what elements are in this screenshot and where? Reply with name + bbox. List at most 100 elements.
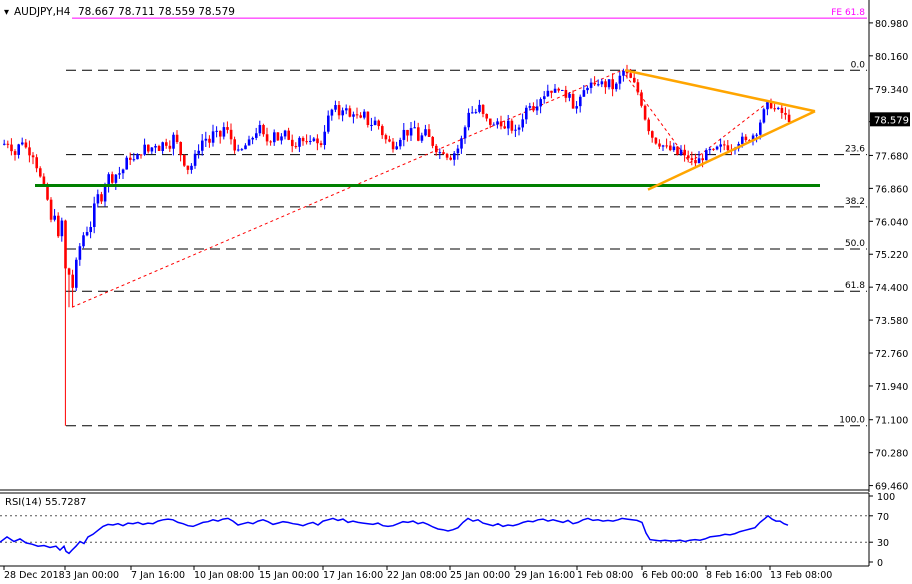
price-tick-label: 76.860	[875, 184, 908, 195]
candle-body	[197, 150, 200, 154]
price-tick-label: 72.760	[875, 349, 908, 360]
candle-body	[579, 96, 582, 107]
candle-body	[561, 89, 564, 91]
candle-body	[402, 129, 406, 140]
candle-body	[363, 111, 366, 118]
price-tick-label: 79.340	[875, 85, 908, 96]
candle-body	[193, 153, 197, 166]
candle-body	[618, 75, 622, 84]
symbol-dropdown-icon[interactable]: ▾	[4, 7, 9, 18]
candle-body	[24, 142, 28, 148]
candle-body	[780, 107, 784, 113]
rsi-tick-label: 0	[877, 558, 883, 569]
candle-body	[190, 165, 193, 170]
candle-body	[543, 96, 546, 100]
candle-body	[370, 124, 373, 126]
candle-body	[759, 122, 762, 135]
candle-body	[341, 110, 344, 116]
candle-body	[222, 127, 226, 137]
candle-body	[35, 157, 38, 169]
candle-body	[305, 141, 308, 143]
candle-body	[139, 154, 143, 156]
candle-body	[748, 140, 751, 142]
candle-body	[334, 105, 337, 110]
candle-body	[330, 109, 334, 116]
candle-body	[449, 157, 452, 160]
candle-body	[701, 158, 704, 161]
candle-body	[384, 135, 388, 140]
candle-body	[636, 82, 640, 93]
candle-body	[690, 158, 694, 161]
candle-body	[687, 155, 690, 159]
rsi-label: RSI(14) 55.7287	[5, 497, 86, 508]
candle-body	[647, 119, 650, 132]
time-tick-label: 22 Jan 08:00	[387, 570, 447, 581]
candle-body	[777, 107, 780, 109]
price-tick-label: 73.580	[875, 316, 908, 327]
candle-body	[553, 88, 557, 93]
candle-body	[237, 149, 240, 151]
fib-level-label: 0.0	[851, 60, 866, 70]
candle-body	[71, 274, 74, 288]
candle-body	[21, 142, 24, 145]
candle-body	[269, 141, 272, 143]
fib-level-label: 23.6	[845, 145, 865, 155]
candle-body	[89, 226, 92, 233]
triangle-lower-line[interactable]	[647, 110, 816, 191]
candle-body	[103, 185, 107, 202]
time-tick-label: 13 Feb 08:00	[770, 570, 832, 581]
rsi-pane: 100 70 30 0	[0, 492, 895, 569]
candle-body	[345, 108, 348, 111]
candle-body	[327, 115, 330, 132]
candle-body	[413, 127, 416, 129]
price-tick-label: 74.400	[875, 283, 908, 294]
candle-body	[64, 220, 67, 269]
candle-body	[219, 130, 222, 137]
candle-body	[625, 70, 629, 74]
candle-body	[179, 141, 182, 156]
candle-body	[366, 111, 370, 125]
candle-body	[564, 89, 568, 98]
candle-body	[607, 79, 611, 88]
candle-body	[769, 101, 773, 109]
candle-body	[258, 125, 262, 134]
rsi-tick-label: 100	[877, 492, 895, 503]
fe-trend-line[interactable]	[621, 69, 691, 163]
candle-body	[312, 138, 316, 141]
candle-body	[233, 139, 236, 151]
fib-trend-line[interactable]	[71, 69, 623, 308]
price-tick-label: 71.100	[875, 416, 908, 427]
candle-body	[597, 84, 600, 86]
time-tick-label: 7 Jan 16:00	[131, 570, 185, 581]
fe-trend-line-2[interactable]	[689, 102, 769, 164]
candle-body	[517, 127, 521, 130]
candle-body	[679, 149, 683, 155]
fe-level-label: FE 61.8	[831, 8, 865, 18]
candle-body	[654, 137, 658, 144]
candle-body	[550, 90, 553, 93]
candle-body	[229, 129, 233, 140]
time-axis: 28 Dec 2018 3 Jan 00:00 7 Jan 16:00 10 Jan …	[3, 566, 832, 581]
rsi-tick-label: 30	[877, 538, 889, 549]
candle-body	[445, 153, 449, 158]
candle-body	[46, 185, 49, 200]
candle-body	[255, 133, 258, 138]
candle-body	[489, 118, 492, 125]
candle-body	[17, 144, 20, 155]
candle-body	[31, 155, 35, 158]
triangle-upper-line[interactable]	[624, 69, 816, 113]
candle-body	[499, 121, 503, 127]
candle-body	[352, 114, 355, 117]
candle-body	[388, 139, 391, 142]
candle-body	[651, 131, 654, 138]
rsi-tick-label: 70	[877, 512, 889, 523]
candle-body	[28, 147, 31, 156]
candle-body	[427, 129, 431, 137]
candle-body	[3, 143, 6, 145]
candle-body	[661, 145, 665, 147]
candle-body	[265, 134, 269, 142]
candle-body	[528, 106, 532, 108]
candle-body	[600, 81, 604, 85]
candle-body	[741, 136, 744, 144]
